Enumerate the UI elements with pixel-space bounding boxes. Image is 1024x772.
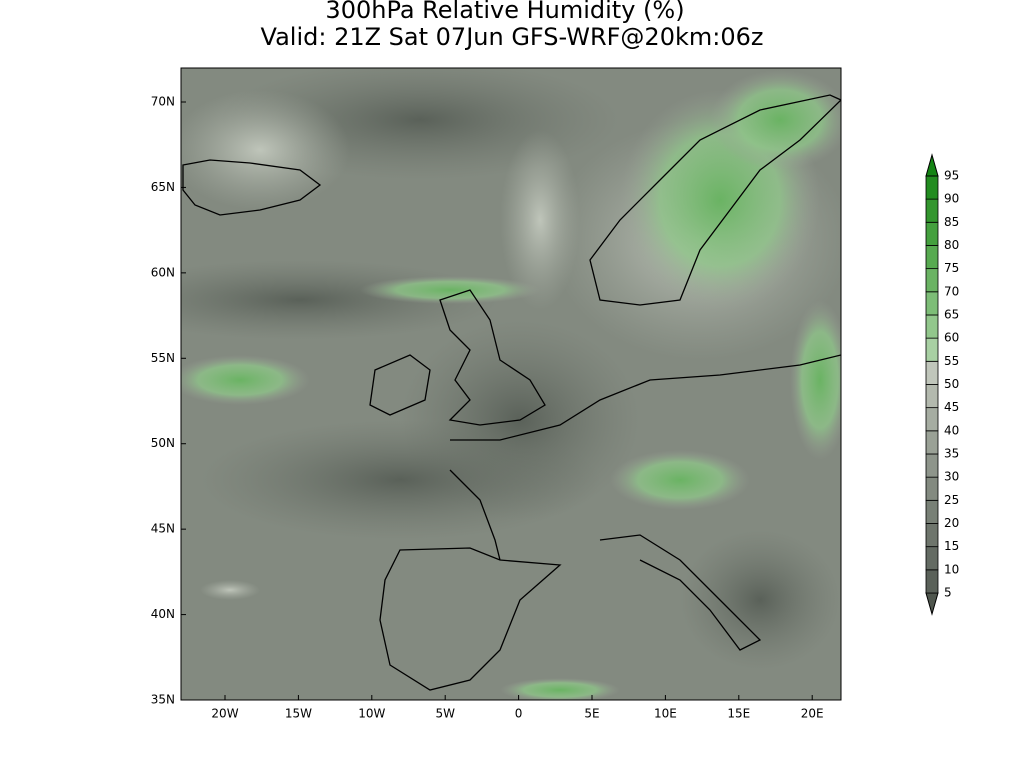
title-line-1: 300hPa Relative Humidity (%): [325, 0, 684, 24]
colorbar-label: 60: [944, 331, 959, 345]
colorbar-band: [925, 221, 939, 246]
longitude-label: 0: [515, 707, 523, 721]
colorbar-band: [925, 314, 939, 339]
colorbar-band: [925, 198, 939, 223]
colorbar-label: 45: [944, 400, 959, 414]
colorbar-band: [925, 453, 939, 478]
colorbar-label: 85: [944, 215, 959, 229]
colorbar-label: 75: [944, 261, 959, 275]
colorbar-label: 20: [944, 516, 959, 530]
latitude-label: 40N: [151, 607, 175, 621]
colorbar-band: [925, 291, 939, 316]
colorbar-top-triangle: [925, 153, 939, 177]
colorbar-band: [925, 337, 939, 362]
colorbar-label: 80: [944, 238, 959, 252]
colorbar-band: [925, 476, 939, 501]
latitude-label: 50N: [151, 436, 175, 450]
latitude-label: 55N: [151, 351, 175, 365]
latitude-label: 45N: [151, 522, 175, 536]
humidity-field: [181, 68, 841, 700]
colorbar-label: 90: [944, 192, 959, 206]
colorbar-bottom-triangle: [925, 592, 939, 616]
colorbar-band: [925, 407, 939, 432]
colorbar-band: [925, 546, 939, 571]
colorbar-band: [925, 175, 939, 200]
colorbar-label: 35: [944, 446, 959, 460]
latitude-label: 65N: [151, 180, 175, 194]
colorbar-label: 30: [944, 470, 959, 484]
colorbar-label: 25: [944, 493, 959, 507]
colorbar-label: 95: [944, 168, 959, 182]
colorbar-band: [925, 523, 939, 548]
latitude-label: 35N: [151, 693, 175, 707]
colorbar-label: 10: [944, 562, 959, 576]
longitude-label: 10W: [358, 707, 385, 721]
map-frame: [180, 67, 842, 701]
longitude-label: 10E: [654, 707, 677, 721]
longitude-label: 15E: [727, 707, 750, 721]
longitude-label: 5E: [584, 707, 599, 721]
colorbar-label: 15: [944, 539, 959, 553]
colorbar-band: [925, 360, 939, 385]
latitude-label: 60N: [151, 265, 175, 279]
longitude-label: 15W: [285, 707, 312, 721]
colorbar-band: [925, 499, 939, 524]
latitude-label: 70N: [151, 95, 175, 109]
colorbar-label: 70: [944, 284, 959, 298]
colorbar-band: [925, 384, 939, 409]
colorbar-label: 40: [944, 423, 959, 437]
colorbar-label: 65: [944, 307, 959, 321]
colorbar-label: 55: [944, 354, 959, 368]
colorbar-band: [925, 268, 939, 293]
colorbar-band: [925, 569, 939, 594]
longitude-label: 5W: [435, 707, 455, 721]
colorbar-label: 50: [944, 377, 959, 391]
title-line-2: Valid: 21Z Sat 07Jun GFS-WRF@20km:06z: [261, 23, 764, 51]
longitude-label: 20E: [801, 707, 824, 721]
colorbar-band: [925, 430, 939, 455]
colorbar-label: 5: [944, 586, 952, 600]
longitude-label: 20W: [211, 707, 238, 721]
colorbar-band: [925, 245, 939, 270]
